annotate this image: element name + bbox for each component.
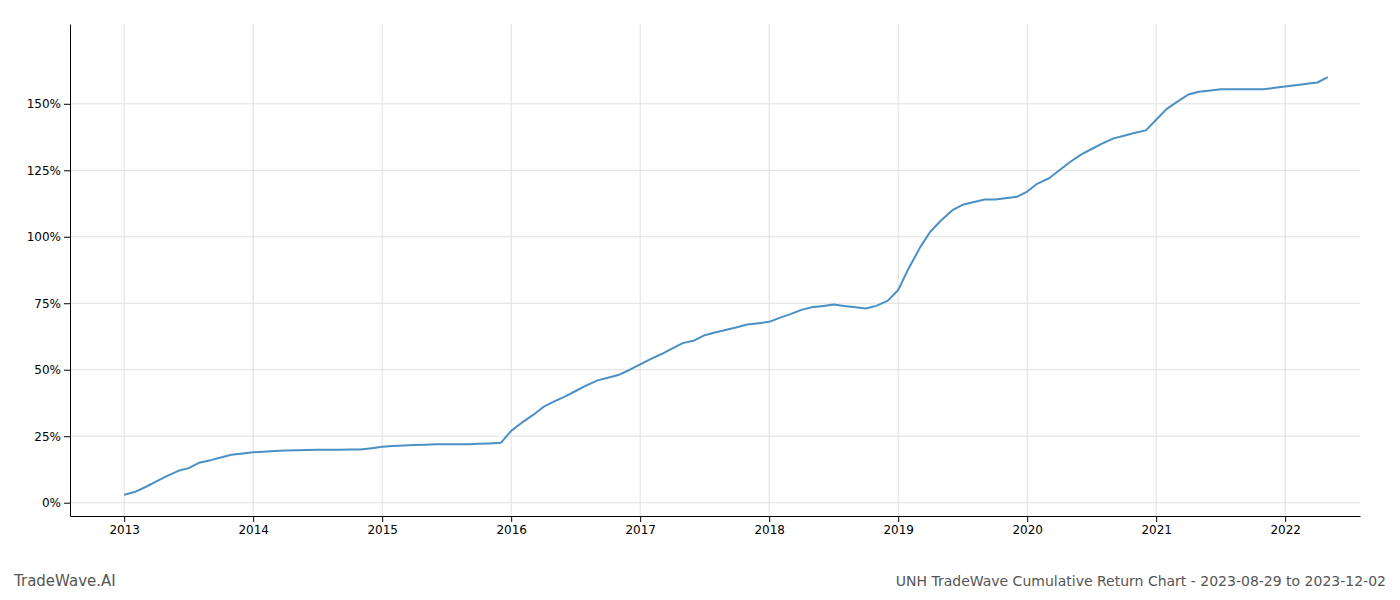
- x-tick: 2019: [883, 516, 914, 537]
- x-tick-mark: [124, 516, 125, 522]
- x-tick-mark: [769, 516, 770, 522]
- y-grid-line: [70, 170, 1360, 171]
- y-tick: 150%: [27, 97, 70, 111]
- x-tick-mark: [640, 516, 641, 522]
- x-tick-label: 2016: [496, 523, 527, 537]
- x-tick: 2021: [1141, 516, 1172, 537]
- x-tick-label: 2020: [1012, 523, 1043, 537]
- x-tick-mark: [382, 516, 383, 522]
- x-grid-line: [382, 24, 383, 516]
- y-tick-mark: [64, 170, 70, 171]
- y-tick-label: 0%: [42, 496, 61, 510]
- y-tick-label: 150%: [27, 97, 61, 111]
- y-tick-mark: [64, 503, 70, 504]
- x-tick-label: 2022: [1270, 523, 1301, 537]
- x-tick-label: 2021: [1141, 523, 1172, 537]
- y-tick-mark: [64, 303, 70, 304]
- x-tick: 2017: [625, 516, 656, 537]
- title: UNH TradeWave Cumulative Return Chart - …: [896, 573, 1386, 589]
- y-tick: 0%: [42, 496, 70, 510]
- chart: 2013 2014 2015 2016 2017 2018 2019 2020 2021 2022…: [0, 0, 1400, 600]
- y-tick: 50%: [34, 363, 70, 377]
- y-tick-mark: [64, 436, 70, 437]
- x-grid-line: [898, 24, 899, 516]
- x-tick-mark: [1027, 516, 1028, 522]
- x-tick-label: 2015: [367, 523, 398, 537]
- x-grid-line: [253, 24, 254, 516]
- x-tick-mark: [1285, 516, 1286, 522]
- y-tick-label: 75%: [34, 297, 61, 311]
- y-tick: 100%: [27, 230, 70, 244]
- x-grid-line: [1027, 24, 1028, 516]
- x-tick-label: 2018: [754, 523, 785, 537]
- x-tick-mark: [898, 516, 899, 522]
- y-grid-line: [70, 303, 1360, 304]
- x-grid-line: [1156, 24, 1157, 516]
- y-tick-mark: [64, 104, 70, 105]
- x-tick-mark: [511, 516, 512, 522]
- x-grid-line: [124, 24, 125, 516]
- y-tick-label: 125%: [27, 164, 61, 178]
- y-tick-label: 50%: [34, 363, 61, 377]
- x-tick: 2016: [496, 516, 527, 537]
- x-tick: 2013: [109, 516, 140, 537]
- grid: [70, 24, 1360, 516]
- y-axis-line: [70, 25, 71, 517]
- y-tick-mark: [64, 237, 70, 238]
- x-tick: 2022: [1270, 516, 1301, 537]
- x-grid-line: [769, 24, 770, 516]
- x-tick-mark: [1156, 516, 1157, 522]
- x-tick-label: 2014: [238, 523, 269, 537]
- plot-area: [124, 77, 1328, 495]
- x-tick: 2020: [1012, 516, 1043, 537]
- y-tick: 25%: [34, 430, 70, 444]
- line: [124, 77, 1328, 495]
- x-grid-line: [1285, 24, 1286, 516]
- y-tick: 125%: [27, 164, 70, 178]
- y-grid-line: [70, 369, 1360, 370]
- y-tick: 75%: [34, 297, 70, 311]
- x-tick-label: 2017: [625, 523, 656, 537]
- x-tick-label: 2019: [883, 523, 914, 537]
- x-grid-line: [511, 24, 512, 516]
- x-tick-mark: [253, 516, 254, 522]
- y-axis: 0% 25% 50% 75% 100% 125% 150%: [27, 25, 71, 517]
- x-axis: 2013 2014 2015 2016 2017 2018 2019 2020 2021 2022: [71, 516, 1361, 537]
- y-grid-line: [70, 436, 1360, 437]
- watermark: TradeWave.AI: [13, 572, 116, 590]
- y-grid-line: [70, 236, 1360, 237]
- y-tick-label: 100%: [27, 230, 61, 244]
- x-tick-label: 2013: [109, 523, 140, 537]
- y-tick-label: 25%: [34, 430, 61, 444]
- x-axis-line: [71, 516, 1361, 517]
- x-grid-line: [640, 24, 641, 516]
- y-grid-line: [70, 103, 1360, 104]
- y-tick-mark: [64, 370, 70, 371]
- x-tick: 2018: [754, 516, 785, 537]
- x-tick: 2015: [367, 516, 398, 537]
- x-tick: 2014: [238, 516, 269, 537]
- y-grid-line: [70, 502, 1360, 503]
